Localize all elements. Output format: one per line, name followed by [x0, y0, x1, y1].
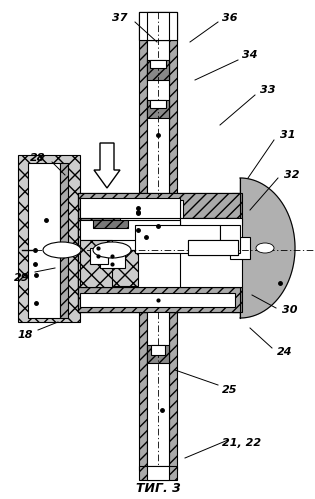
Bar — [150, 100, 166, 108]
Bar — [232, 287, 242, 312]
Text: 34: 34 — [242, 50, 258, 60]
Bar — [232, 193, 242, 225]
Bar — [88, 228, 183, 250]
Bar — [220, 225, 240, 253]
Bar — [147, 466, 169, 480]
Text: 18: 18 — [17, 330, 33, 340]
Text: 31: 31 — [280, 130, 296, 140]
Bar — [78, 287, 240, 312]
Bar — [139, 12, 147, 200]
Bar — [130, 218, 240, 287]
Bar — [78, 218, 150, 287]
Bar — [150, 218, 194, 287]
Bar — [88, 218, 192, 240]
Text: 29: 29 — [14, 273, 30, 283]
Text: 25: 25 — [222, 385, 238, 395]
Bar — [93, 220, 128, 228]
Bar — [78, 218, 240, 287]
Bar — [139, 466, 177, 480]
Bar — [188, 240, 238, 255]
Bar — [80, 198, 180, 218]
Bar — [80, 240, 112, 287]
Bar — [88, 220, 138, 226]
Bar — [180, 218, 242, 287]
Bar — [150, 60, 166, 68]
Bar — [78, 193, 240, 218]
Bar — [18, 155, 80, 322]
Text: 36: 36 — [222, 13, 238, 23]
Bar — [151, 345, 165, 355]
Bar — [139, 312, 147, 470]
Bar — [78, 287, 240, 312]
Bar — [78, 193, 240, 218]
Bar — [78, 218, 130, 287]
Bar — [80, 218, 120, 225]
Bar — [100, 250, 125, 268]
Ellipse shape — [43, 242, 81, 258]
Bar — [78, 193, 240, 218]
Bar — [147, 60, 169, 80]
Text: 32: 32 — [284, 170, 300, 180]
Bar — [90, 248, 108, 264]
Bar — [88, 250, 138, 286]
Bar — [78, 287, 240, 312]
Bar — [147, 12, 169, 200]
Polygon shape — [240, 178, 295, 318]
Bar — [188, 240, 238, 255]
Text: 37: 37 — [112, 13, 128, 23]
Bar — [230, 237, 250, 259]
FancyArrow shape — [94, 143, 120, 188]
Bar — [78, 218, 130, 287]
Text: 28: 28 — [30, 153, 46, 163]
Text: 21, 22: 21, 22 — [222, 438, 261, 448]
Bar — [139, 12, 177, 40]
Bar — [147, 12, 169, 40]
Text: 30: 30 — [282, 305, 298, 315]
Bar — [169, 12, 177, 200]
Bar — [220, 218, 240, 287]
Text: ΤИГ. 3: ΤИГ. 3 — [135, 482, 180, 495]
Bar — [28, 163, 60, 318]
Bar — [147, 100, 169, 118]
Text: 33: 33 — [260, 85, 276, 95]
Bar — [60, 163, 68, 318]
Ellipse shape — [93, 242, 131, 258]
Bar — [80, 293, 235, 307]
Bar — [139, 12, 177, 40]
Text: 24: 24 — [277, 347, 293, 357]
Bar — [78, 287, 240, 312]
Bar — [80, 220, 180, 240]
Bar — [88, 200, 183, 220]
Bar — [147, 345, 169, 363]
Bar — [78, 218, 240, 287]
Bar — [80, 200, 180, 222]
Ellipse shape — [256, 243, 274, 253]
Bar — [169, 312, 177, 470]
Bar — [135, 225, 220, 253]
Bar — [147, 312, 169, 470]
